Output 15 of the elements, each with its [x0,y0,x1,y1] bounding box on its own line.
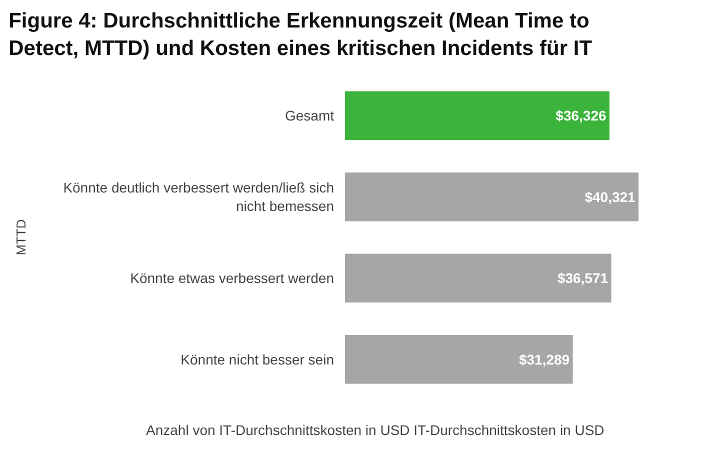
bar [345,254,612,302]
y-tick-label: Könnte etwas verbessert werden [130,270,334,286]
bar [345,335,573,384]
data-label: $31,289 [518,351,570,368]
y-tick-label: Könnte deutlich verbessert werden/ließ sich nicht bemessen [63,180,334,214]
bar [345,172,639,222]
y-tick-label: Könnte nicht besser sein [180,351,334,368]
x-axis-title: Anzahl von IT-Durchschnittskosten in USD IT-Durchschnittskosten in USD [146,422,604,438]
data-label: $36,326 [556,108,606,124]
data-label: $36,571 [557,270,608,286]
chart-title: Figure 4: Durchschnittliche Erkennungszeit (Mean Time to Detect, MTTD) und Kosten eines kritischen Incidents für IT [8,9,592,60]
y-tick-label: Gesamt [284,108,334,124]
data-label: $40,321 [584,188,636,205]
bar [345,91,610,140]
y-axis-title: MTTD [13,219,28,256]
